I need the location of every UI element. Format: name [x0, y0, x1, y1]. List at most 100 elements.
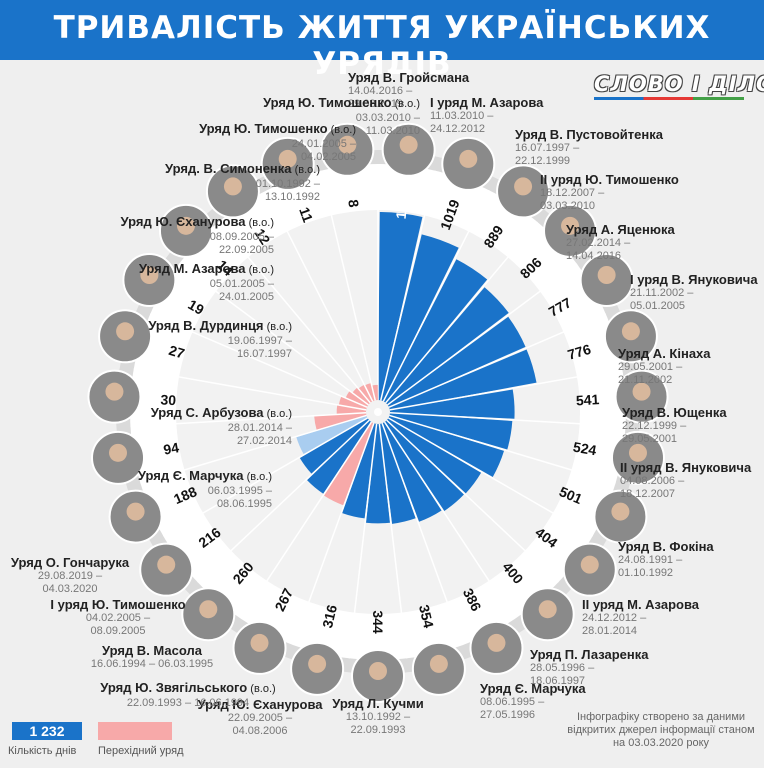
gov-label-3: Уряд В. Пустовойтенка 16.07.1997 –22.12.1… — [515, 127, 663, 168]
gov-name-text: Уряд. В. Симоненка — [165, 161, 292, 176]
portrait-face-5 — [597, 266, 616, 284]
gov-label-20: Уряд Є. Марчука (в.о.) 06.03.1995 –08.06.… — [138, 468, 272, 511]
gov-name-text: Уряд Є. Марчука — [137, 468, 244, 483]
bar-value-20: 94 — [162, 439, 180, 457]
gov-dates: 22.12.1999 – — [622, 420, 687, 432]
gov-name-text: ІІ уряд М. Азарова — [582, 597, 700, 612]
portrait-face-13 — [429, 654, 448, 673]
divider-19 — [162, 417, 368, 537]
gov-dates: 28.01.2014 – — [227, 422, 292, 434]
page-title: ТРИВАЛІСТЬ ЖИТТЯ УКРАЇНСЬКИХ УРЯДІВ — [53, 10, 711, 82]
gov-name: Уряд А. Яценюка — [566, 222, 675, 237]
gov-name: І уряд М. Азарова — [430, 95, 543, 110]
bar-value-13: 354 — [416, 603, 437, 630]
gov-dates: 24.12.2012 – — [582, 612, 647, 624]
legend-days-label: Кількість днів — [8, 745, 77, 757]
bar-value-6: 776 — [566, 341, 593, 363]
bar-11 — [384, 420, 464, 511]
portrait-face-4 — [561, 216, 580, 235]
bar-18 — [299, 418, 370, 474]
gov-label-12: Уряд П. Лазаренка 28.05.1996 –18.06.1997 — [530, 647, 649, 688]
gov-dates: 16.07.1997 — [236, 348, 292, 360]
divider-5 — [387, 263, 578, 406]
gov-name: Уряд Л. Кучми — [288, 696, 468, 711]
divider-7 — [389, 368, 623, 411]
portrait-face-7 — [632, 382, 651, 401]
bar-3 — [383, 259, 488, 403]
gov-name: Уряд Ю. Тимошенко (в.о.) — [263, 95, 420, 112]
gov-name: Уряд В. Гройсмана — [348, 70, 469, 85]
bar-value-1: 1232 — [393, 187, 413, 220]
brand-logo[interactable]: СЛОВО І ДІЛО — [594, 70, 764, 102]
legend-transitional-label: Перехідний уряд — [98, 745, 184, 757]
bar-16 — [324, 422, 374, 506]
divider-21 — [130, 411, 367, 428]
gov-dates: 24.01.2005 — [218, 291, 274, 303]
gov-name: Уряд П. Лазаренка — [530, 647, 649, 662]
gov-label-24: Уряд Ю. Єханурова (в.о.) 08.09.2005 –22.0… — [121, 214, 274, 257]
gov-dates: 16.06.1994 – 06.03.1995 — [90, 658, 214, 670]
divider-15 — [348, 423, 378, 659]
bar-5 — [387, 316, 526, 408]
gov-name-text: Уряд Ю. Єханурова — [197, 697, 323, 712]
portrait-face-3 — [514, 177, 533, 196]
divider-16 — [292, 423, 375, 646]
legend-transitional-swatch — [98, 722, 172, 740]
portrait-face-1 — [399, 135, 418, 154]
gov-label-11: ІІ уряд М. Азарова 24.12.2012 –28.01.2014 — [582, 597, 699, 638]
header-bar: ТРИВАЛІСТЬ ЖИТТЯ УКРАЇНСЬКИХ УРЯДІВ — [0, 0, 764, 82]
divider-24 — [178, 263, 369, 406]
portrait-face-8 — [628, 443, 647, 462]
acting-mark: (в.о.) — [391, 98, 420, 110]
gov-name: Уряд А. Кінаха — [618, 346, 711, 361]
gov-label-18: І уряд Ю. Тимошенко 04.02.2005 –08.09.200… — [28, 597, 208, 638]
portrait-face-26 — [278, 149, 297, 168]
gov-dates: 08.09.2005 — [90, 625, 146, 637]
gov-name: Уряд В. Пустовойтенка — [515, 127, 663, 142]
bar-value-14: 344 — [370, 610, 386, 634]
gov-dates: 29.08.2019 – — [37, 570, 103, 582]
bar-value-26: 11 — [296, 205, 316, 225]
bar-14 — [366, 423, 390, 524]
gov-label-23: Уряд М. Азарова (в.о.) 05.01.2005 –24.01.… — [139, 261, 274, 304]
portrait-face-23 — [140, 266, 159, 284]
gov-dates: 05.01.2005 — [630, 300, 686, 312]
gov-name: Уряд М. Азарова (в.о.) — [139, 261, 274, 278]
gov-label-5: Уряд А. Яценюка 27.02.2014 –14.04.2016 — [566, 222, 675, 263]
divider-2 — [380, 170, 436, 401]
bar-value-15: 316 — [319, 603, 340, 630]
portrait-face-11 — [538, 600, 557, 619]
gov-label-16: Уряд Ю. Звягільського (в.о.) 22.09.1993 –… — [98, 680, 278, 710]
acting-mark: (в.о.) — [245, 217, 274, 229]
gov-dates: 22.09.2005 – — [227, 712, 293, 724]
bar-24 — [352, 387, 371, 405]
divider-8 — [389, 411, 626, 428]
portrait-face-25 — [223, 177, 242, 196]
gov-dates: 01.10.1992 — [618, 567, 674, 579]
gov-name-text: Уряд Ю. Єханурова — [120, 214, 246, 229]
bar-value-22: 27 — [167, 342, 187, 362]
bar-20 — [314, 412, 367, 430]
gov-dates: 27.02.2014 — [236, 435, 292, 447]
divider-22 — [133, 368, 367, 411]
gov-name: Уряд В. Масола — [62, 643, 242, 658]
acting-mark: (в.о.) — [291, 164, 320, 176]
gov-dates: 13.10.1992 — [264, 191, 320, 203]
gov-dates: 27.02.2014 – — [566, 237, 631, 249]
gov-dates: 04.08.2006 — [232, 725, 288, 737]
gov-label-26: Уряд Ю. Тимошенко (в.о.) 24.01.2005 –04.0… — [199, 121, 356, 164]
bar-value-23: 19 — [185, 296, 207, 318]
gov-dates: 11.03.2010 — [365, 125, 420, 137]
divider-18 — [197, 419, 370, 583]
bar-21 — [336, 405, 367, 415]
gov-name: Уряд Є. Марчука (в.о.) — [138, 468, 272, 485]
bar-26 — [364, 383, 376, 402]
gov-dates: 22.09.1993 – 16.06.1994 — [126, 697, 250, 709]
gov-dates: 24.08.1991 – — [618, 554, 683, 566]
gov-name: І уряд В. Януковича — [630, 272, 758, 287]
gov-dates: 18.06.1997 — [530, 675, 586, 687]
portrait-face-16 — [250, 633, 269, 652]
gov-name-text: Уряд Ю. Тимошенко — [199, 121, 328, 136]
gov-label-7: Уряд А. Кінаха 29.05.2001 –21.11.2002 — [618, 346, 711, 387]
